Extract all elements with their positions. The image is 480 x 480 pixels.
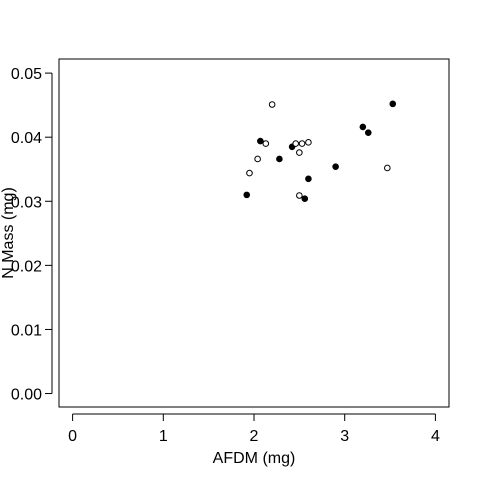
filled-point-0 (243, 191, 251, 199)
open-point-6 (296, 192, 303, 199)
open-point-2 (262, 140, 270, 147)
open-point-7 (298, 140, 306, 147)
filled-point-5 (305, 175, 312, 183)
y-tick-label: 0.01 (11, 322, 42, 339)
open-point-5 (296, 149, 303, 156)
y-tick-label: 0.03 (11, 194, 42, 211)
filled-point-9 (389, 100, 397, 108)
x-tick-label: 1 (159, 428, 168, 445)
x-axis-title: AFDM (mg) (213, 450, 296, 467)
y-tick-label: 0.02 (11, 258, 42, 275)
x-tick-label: 0 (68, 428, 77, 445)
y-axis: 0.00 0.01 0.02 0.03 0.04 0.05 (11, 66, 53, 404)
y-axis-title: N Mass (mg) (0, 187, 17, 279)
open-point-1 (254, 155, 261, 163)
open-point-8 (305, 139, 312, 146)
plot-frame (58, 58, 450, 408)
filled-point-6 (332, 163, 339, 170)
filled-point-7 (359, 123, 367, 131)
x-axis: 0 1 2 3 4 (68, 413, 440, 445)
y-tick-label: 0.05 (11, 66, 42, 83)
open-point-3 (268, 101, 276, 108)
filled-point-1 (257, 137, 264, 145)
filled-point-4 (301, 195, 309, 203)
y-tick-label: 0.04 (11, 130, 42, 147)
open-point-0 (246, 169, 253, 177)
x-tick-label: 3 (340, 428, 349, 445)
filled-point-8 (364, 129, 372, 137)
x-tick-label: 4 (431, 428, 440, 445)
x-tick-label: 2 (250, 428, 259, 445)
filled-point-2 (276, 155, 283, 163)
open-point-4 (292, 140, 300, 147)
y-tick-label: 0.00 (11, 387, 42, 404)
data-points (243, 100, 397, 203)
open-point-9 (384, 164, 391, 172)
